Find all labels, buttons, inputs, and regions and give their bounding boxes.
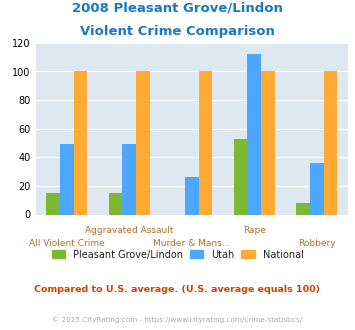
Bar bbox=[310, 163, 323, 215]
Text: Compared to U.S. average. (U.S. average equals 100): Compared to U.S. average. (U.S. average … bbox=[34, 285, 321, 294]
Bar bbox=[122, 145, 136, 214]
Bar bbox=[198, 72, 212, 214]
Legend: Pleasant Grove/Lindon, Utah, National: Pleasant Grove/Lindon, Utah, National bbox=[48, 246, 307, 264]
Bar bbox=[296, 203, 310, 214]
Bar bbox=[73, 72, 87, 214]
Bar bbox=[185, 177, 198, 214]
Bar bbox=[136, 72, 150, 214]
Bar bbox=[261, 72, 275, 214]
Text: © 2025 CityRating.com - https://www.cityrating.com/crime-statistics/: © 2025 CityRating.com - https://www.city… bbox=[53, 317, 302, 323]
Bar bbox=[323, 72, 337, 214]
Text: 2008 Pleasant Grove/Lindon: 2008 Pleasant Grove/Lindon bbox=[72, 2, 283, 15]
Text: Robbery: Robbery bbox=[298, 239, 335, 248]
Text: Murder & Mans...: Murder & Mans... bbox=[153, 239, 230, 248]
Text: Rape: Rape bbox=[243, 226, 266, 235]
Bar bbox=[247, 54, 261, 214]
Text: Aggravated Assault: Aggravated Assault bbox=[85, 226, 174, 235]
Bar bbox=[60, 145, 73, 214]
Bar bbox=[109, 193, 122, 214]
Bar bbox=[46, 193, 60, 214]
Bar bbox=[234, 139, 247, 214]
Text: Violent Crime Comparison: Violent Crime Comparison bbox=[80, 25, 275, 38]
Text: All Violent Crime: All Violent Crime bbox=[29, 239, 105, 248]
